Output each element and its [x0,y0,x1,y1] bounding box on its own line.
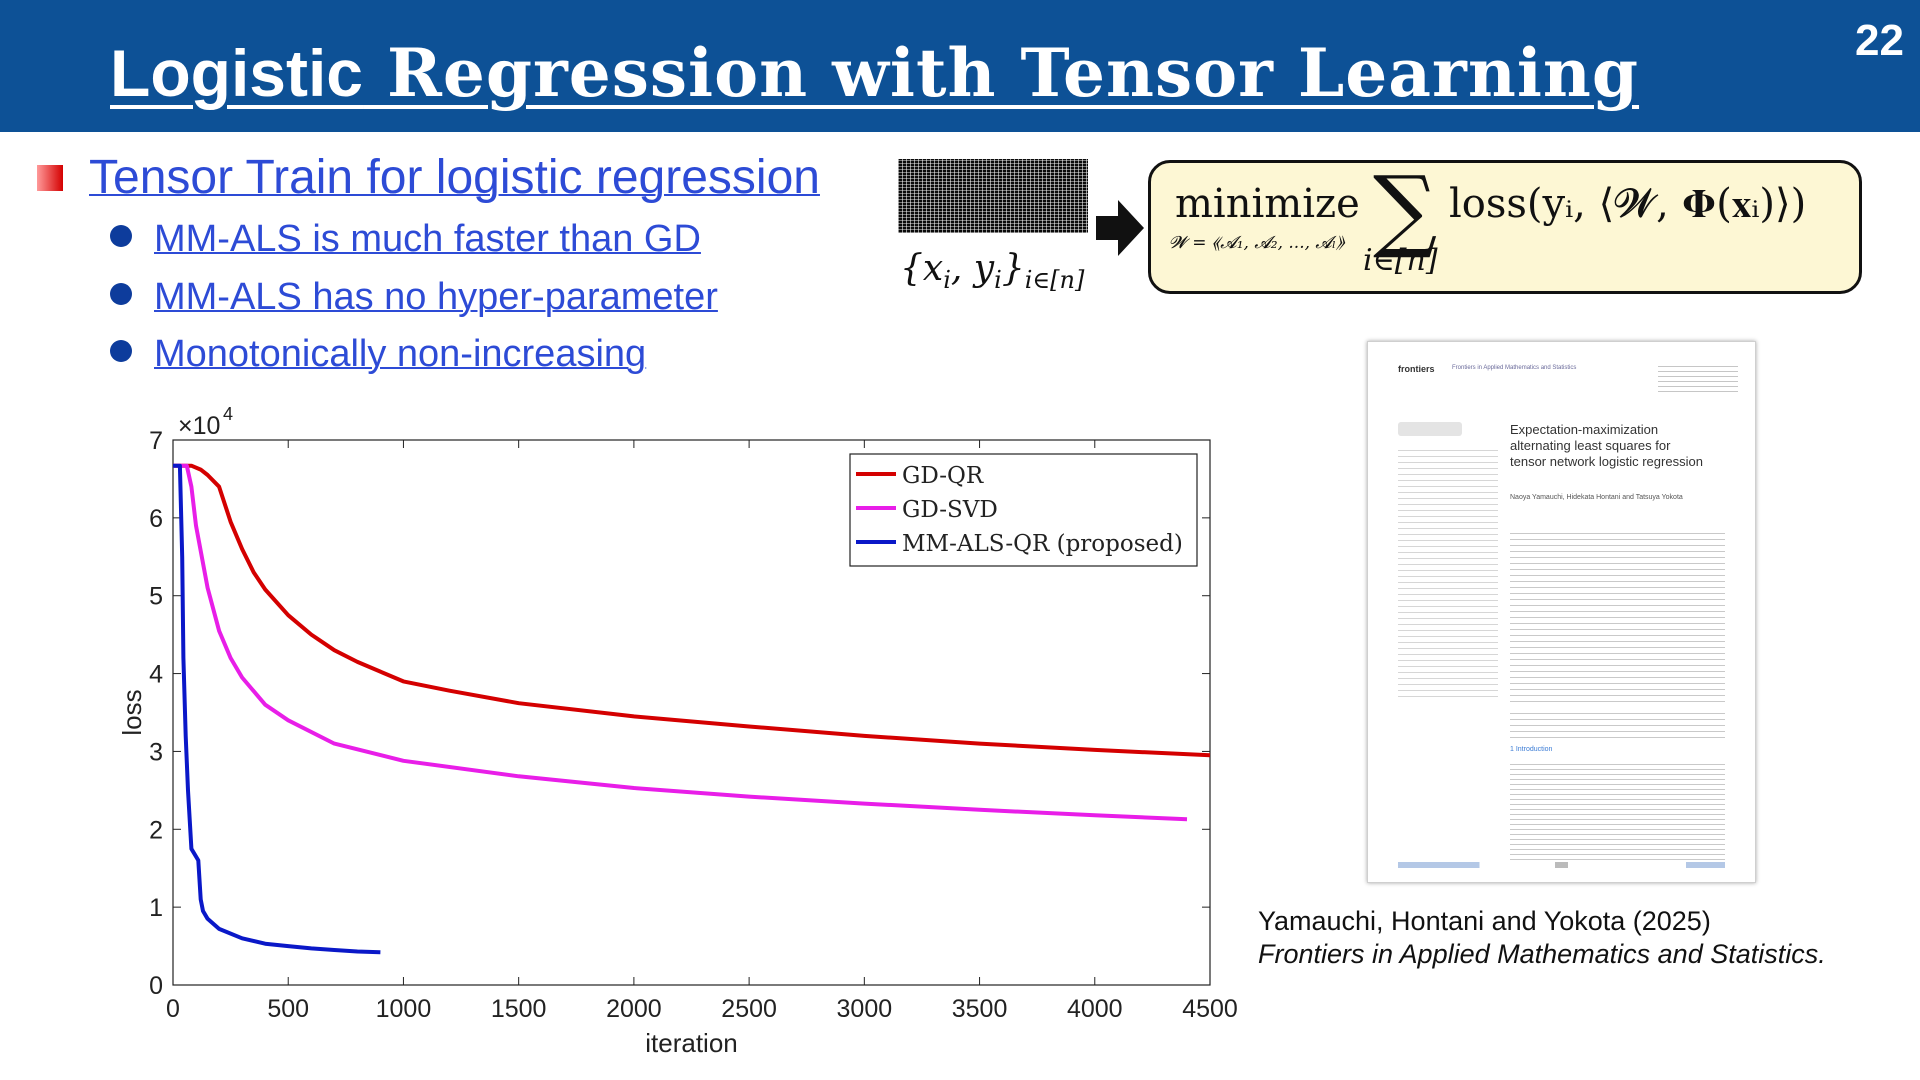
legend-label: GD-SVD [902,497,998,523]
paper-journal-line: Frontiers in Applied Mathematics and Sta… [1452,365,1577,371]
x-tick-label: 500 [267,995,309,1023]
paper-meta-text [1658,362,1738,392]
data-set-sub2: i [994,266,1002,295]
y-tick-label: 0 [149,972,163,1000]
data-set-mid: , y [950,248,995,289]
bullet-item[interactable]: Monotonically non-increasing [110,333,646,376]
citation-authors: Yamauchi, Hontani and Yokota (2025) [1258,906,1711,936]
y-tick-label: 2 [149,816,163,844]
legend-label: GD-QR [902,463,984,489]
check-updates-badge [1398,422,1462,436]
formula-constraint: 𝓦 = ⟪𝓐₁, 𝓐₂, ..., 𝓐ₗ⟫ [1169,233,1345,253]
slide-title-part2: Regression with Tensor Learning [363,34,1640,112]
bullet-text[interactable]: Monotonically non-increasing [154,333,647,375]
y-tick-label: 7 [149,427,163,455]
loss-chart: 0 500 1000 1500 2000 2500 3000 3500 4000 4500 0 1 2 3… [117,405,1238,1058]
paper-authors: Naoya Yamauchi, Hidekata Hontani and Tat… [1510,494,1683,501]
data-set-close: } [1001,248,1025,289]
series-line-0 [173,463,1211,758]
bullet-dot-icon [110,225,132,247]
paper-intro-heading: 1 Introduction [1510,746,1553,753]
formula-sum-index: i∈[n] [1363,243,1438,278]
paper-sidebar-text [1398,447,1498,697]
y-multiplier-exponent: 4 [223,405,233,424]
y-multiplier: ×10 [178,412,220,440]
right-arrow-icon [1096,200,1144,256]
bullet-text[interactable]: MM-ALS has no hyper-parameter [154,276,718,318]
objective-formula-box: minimize 𝓦 = ⟪𝓐₁, 𝓐₂, ..., 𝓐ₗ⟫ ∑ i∈[n] l… [1148,157,1862,294]
y-axis-label: loss [117,689,147,735]
slide-title: Logistic Regression with Tensor Learning [110,34,1639,112]
data-set-open: {x [900,248,944,289]
y-tick-label: 1 [149,894,163,922]
data-set-index: i∈[n] [1024,266,1085,295]
data-set-sub1: i [943,266,951,295]
chart-legend [849,453,1198,567]
x-tick-label: 3500 [952,995,1008,1023]
x-tick-label: 1500 [491,995,547,1023]
bullet-text[interactable]: MM-ALS is much faster than GD [154,218,701,260]
x-tick-label: 3000 [837,995,893,1023]
y-tick-label: 6 [149,505,163,533]
page-number: 22 [1855,16,1904,65]
x-tick-label: 4500 [1182,995,1238,1023]
formula-sum-symbol: ∑ [1373,157,1438,262]
x-tick-label: 2500 [721,995,777,1023]
citation-journal: Frontiers in Applied Mathematics and Sta… [1258,939,1826,969]
paper-logo: frontiers [1398,364,1435,374]
paper-title: Expectation-maximization alternating lea… [1510,422,1703,469]
bullet-dot-icon [110,283,132,305]
x-tick-label: 1000 [376,995,432,1023]
y-tick-label: 3 [149,738,163,766]
formula-minimize: minimize [1175,181,1360,227]
data-set-label: {xi, yi}i∈[n] [900,248,1084,294]
x-axis-label: iteration [645,1028,738,1058]
bullet-item[interactable]: MM-ALS has no hyper-parameter [110,276,718,319]
bullet-item[interactable]: MM-ALS is much faster than GD [110,218,701,261]
x-tick-label: 4000 [1067,995,1123,1023]
paper-footer [1398,862,1725,868]
slide-title-part1: Logistic [110,36,364,110]
y-tick-label: 4 [149,661,163,689]
y-tick-label: 5 [149,583,163,611]
series-line-2 [173,463,381,955]
series-line-1 [173,463,1188,822]
formula-objective: loss(yᵢ, ⟨𝓦, 𝚽(𝐱ᵢ)⟩) [1449,181,1807,227]
paper-thumbnail[interactable]: frontiers Frontiers in Applied Mathemati… [1367,341,1756,883]
title-bar: Logistic Regression with Tensor Learning… [0,0,1920,132]
bullet-dot-icon [110,340,132,362]
citation: Yamauchi, Hontani and Yokota (2025) Fron… [1258,905,1826,971]
section-bullet-icon [37,165,63,191]
legend-label: MM-ALS-QR (proposed) [902,531,1183,557]
data-samples-image [898,159,1088,233]
paper-abstract-text [1510,532,1725,702]
paper-body-text [1510,760,1725,860]
paper-keywords-text [1510,712,1725,738]
x-tick-label: 0 [166,995,180,1023]
x-tick-label: 2000 [606,995,662,1023]
section-title[interactable]: Tensor Train for logistic regression [89,151,820,204]
